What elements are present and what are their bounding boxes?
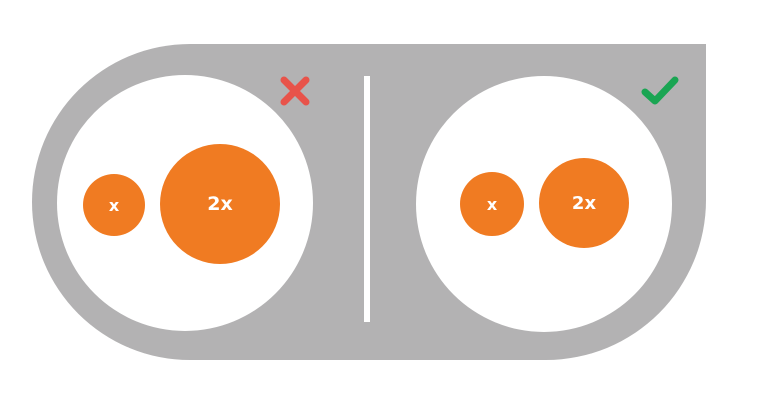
correct-small-circle: x [460,172,524,236]
cross-icon-stroke [280,76,310,106]
check-icon-stroke [641,76,679,105]
correct-small-circle-label: x [486,194,498,214]
center-divider [364,76,370,322]
wrong-large-circle-label: 2x [207,193,233,215]
wrong-large-circle: 2x [160,144,280,264]
correct-large-circle-label: 2x [571,192,597,214]
cross-icon [280,76,310,106]
wrong-small-circle-label: x [108,195,120,215]
wrong-small-circle: x [83,174,145,236]
correct-large-circle: 2x [539,158,629,248]
check-icon [641,76,679,105]
